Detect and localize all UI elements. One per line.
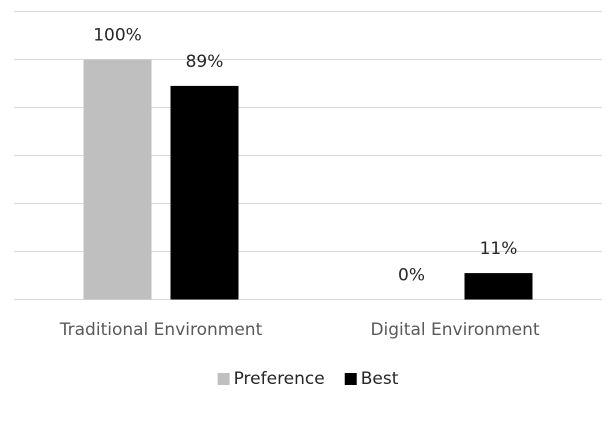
legend-swatch-best bbox=[344, 373, 357, 385]
legend-swatch-preference bbox=[217, 373, 230, 385]
bar-best-2 bbox=[464, 273, 533, 300]
bars bbox=[83, 59, 533, 300]
data-labels: 100% 89% 0% 11% bbox=[93, 26, 517, 286]
data-label-best-1: 89% bbox=[186, 52, 224, 72]
bar-best-1 bbox=[170, 85, 239, 300]
bar-preference-1 bbox=[83, 59, 152, 300]
data-label-best-2: 11% bbox=[480, 239, 518, 259]
data-label-preference-2: 0% bbox=[398, 266, 425, 286]
legend-label-best: Best bbox=[361, 369, 399, 389]
category-tick-label: Digital Environment bbox=[370, 320, 539, 340]
category-tick-label: Traditional Environment bbox=[59, 320, 263, 340]
legend: Preference Best bbox=[217, 369, 399, 389]
category-axis: Traditional Environment Digital Environme… bbox=[59, 320, 540, 340]
legend-label-preference: Preference bbox=[234, 369, 325, 389]
data-label-preference-1: 100% bbox=[93, 26, 142, 46]
